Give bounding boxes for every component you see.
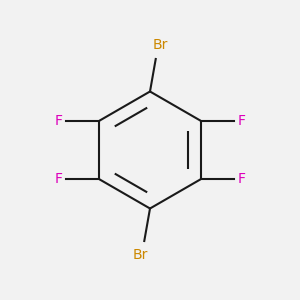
Text: Br: Br: [152, 38, 168, 52]
Text: F: F: [55, 114, 63, 128]
Text: F: F: [237, 114, 245, 128]
Text: Br: Br: [133, 248, 148, 262]
Text: F: F: [237, 172, 245, 186]
Text: F: F: [55, 172, 63, 186]
